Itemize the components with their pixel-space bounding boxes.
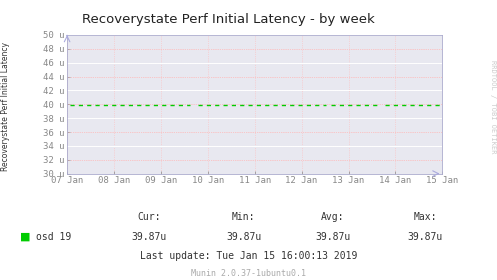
Text: 39.87u: 39.87u — [132, 232, 166, 242]
Text: Munin 2.0.37-1ubuntu0.1: Munin 2.0.37-1ubuntu0.1 — [191, 269, 306, 278]
Text: 39.87u: 39.87u — [226, 232, 261, 242]
Text: Min:: Min: — [232, 212, 255, 222]
Text: Avg:: Avg: — [321, 212, 345, 222]
Text: Cur:: Cur: — [137, 212, 161, 222]
Text: 39.87u: 39.87u — [408, 232, 442, 242]
Text: ■: ■ — [20, 232, 30, 242]
Text: Recoverystate Perf Initial Latency: Recoverystate Perf Initial Latency — [1, 42, 10, 171]
Text: 39.87u: 39.87u — [316, 232, 350, 242]
Text: Max:: Max: — [413, 212, 437, 222]
Text: RRDTOOL / TOBI OETIKER: RRDTOOL / TOBI OETIKER — [490, 60, 496, 153]
Text: Last update: Tue Jan 15 16:00:13 2019: Last update: Tue Jan 15 16:00:13 2019 — [140, 251, 357, 261]
Text: Recoverystate Perf Initial Latency - by week: Recoverystate Perf Initial Latency - by … — [82, 13, 375, 25]
Text: osd 19: osd 19 — [36, 232, 71, 242]
